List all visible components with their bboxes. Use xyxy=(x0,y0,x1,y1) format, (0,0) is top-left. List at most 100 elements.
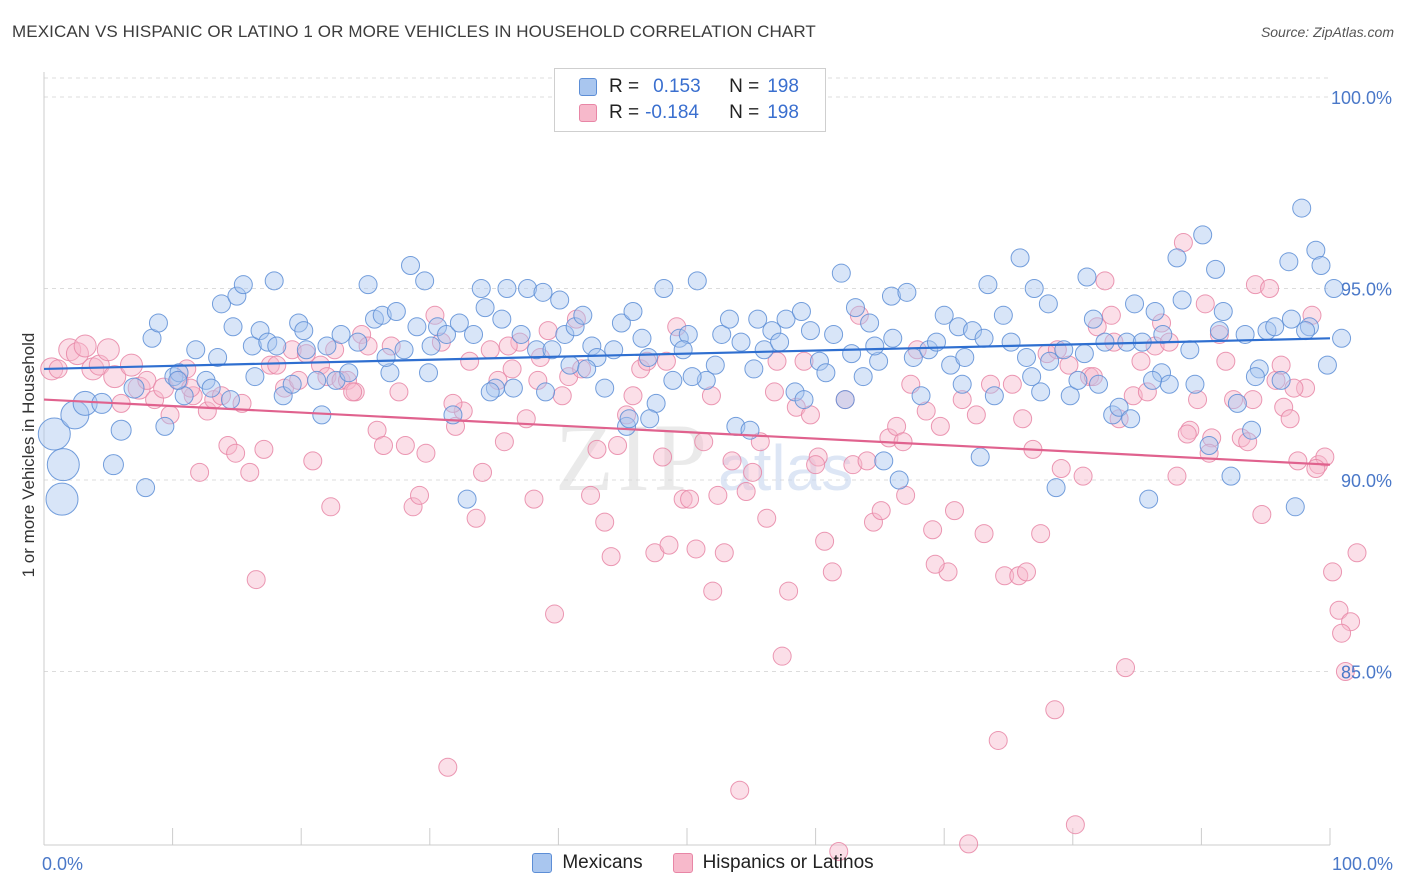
data-point xyxy=(673,340,693,360)
data-point xyxy=(865,336,885,356)
data-point xyxy=(401,256,421,276)
data-point xyxy=(1299,317,1319,337)
data-point xyxy=(475,298,495,318)
data-point xyxy=(934,305,954,325)
data-point xyxy=(659,535,679,555)
data-point xyxy=(829,842,849,862)
data-point xyxy=(264,271,284,291)
data-point xyxy=(1010,248,1030,268)
x-tick-labels: 0.0% 100.0% xyxy=(42,854,1393,874)
data-point xyxy=(708,485,728,505)
data-point xyxy=(1125,294,1145,314)
data-point xyxy=(919,340,939,360)
data-point xyxy=(201,378,221,398)
data-point xyxy=(638,347,658,367)
data-point xyxy=(473,462,493,482)
data-point xyxy=(611,313,631,333)
data-point xyxy=(372,305,392,325)
data-point xyxy=(260,355,280,375)
data-point xyxy=(703,581,723,601)
data-point xyxy=(619,409,639,429)
data-point xyxy=(974,524,994,544)
data-point xyxy=(395,436,415,456)
data-point xyxy=(800,321,820,341)
data-point xyxy=(712,324,732,344)
data-point xyxy=(443,393,463,413)
data-point xyxy=(1139,489,1159,509)
data-point xyxy=(208,347,228,367)
data-point xyxy=(1206,259,1226,279)
y-tick-label: 85.0% xyxy=(1341,663,1392,683)
data-point xyxy=(415,271,435,291)
data-point xyxy=(1143,370,1163,390)
data-point xyxy=(1245,275,1265,295)
legend-n-value: 198 xyxy=(767,102,799,123)
data-point xyxy=(656,351,676,371)
data-point xyxy=(343,382,363,402)
data-point xyxy=(1252,504,1272,524)
data-point xyxy=(45,482,79,516)
data-point xyxy=(1271,355,1291,375)
data-point xyxy=(137,370,157,390)
data-point xyxy=(779,581,799,601)
data-point xyxy=(653,447,673,467)
data-point xyxy=(816,363,836,383)
legend-label-mexicans: Mexicans xyxy=(562,852,643,873)
data-point xyxy=(1022,367,1042,387)
data-point xyxy=(321,497,341,517)
data-point xyxy=(1077,267,1097,287)
legend-n-label: N = xyxy=(729,102,760,123)
data-point xyxy=(654,279,674,298)
data-point xyxy=(533,282,553,302)
data-point xyxy=(381,336,401,356)
data-point xyxy=(601,547,621,567)
legend-swatch-mexicans xyxy=(532,853,553,873)
data-point xyxy=(1031,524,1051,544)
data-point xyxy=(1068,370,1088,390)
data-point xyxy=(962,321,982,341)
data-point xyxy=(916,401,936,421)
data-point xyxy=(1188,390,1208,410)
data-point xyxy=(331,370,351,390)
data-point xyxy=(673,489,693,509)
data-point xyxy=(1137,382,1157,402)
data-point xyxy=(1095,271,1115,291)
data-point xyxy=(1180,340,1200,360)
legend-r-label: R = xyxy=(609,76,640,97)
legend-r-label: R = xyxy=(609,102,640,123)
data-point xyxy=(1209,321,1229,341)
data-point xyxy=(1177,424,1197,444)
data-point xyxy=(883,328,903,348)
data-point xyxy=(623,386,643,406)
data-point xyxy=(978,275,998,295)
data-point xyxy=(155,416,175,436)
data-point xyxy=(1073,466,1093,486)
legend-r-value: -0.184 xyxy=(645,102,699,123)
data-point xyxy=(527,340,547,360)
data-point xyxy=(310,355,330,375)
data-point xyxy=(1324,279,1344,298)
data-point xyxy=(1265,317,1285,337)
data-point xyxy=(1159,374,1179,394)
data-point xyxy=(762,321,782,341)
data-point xyxy=(1095,332,1115,352)
chart-title: MEXICAN VS HISPANIC OR LATINO 1 OR MORE … xyxy=(12,22,816,41)
series-hispanics-points xyxy=(40,233,1367,862)
data-point xyxy=(874,451,894,471)
legend-n-label: N = xyxy=(729,76,760,97)
data-point xyxy=(419,363,439,383)
data-point xyxy=(169,363,189,383)
data-point xyxy=(687,271,707,291)
data-point xyxy=(242,336,262,356)
data-point xyxy=(331,324,351,344)
data-point xyxy=(1296,378,1316,398)
data-point xyxy=(595,512,615,532)
data-point xyxy=(572,359,592,379)
data-point xyxy=(1060,386,1080,406)
data-point xyxy=(1045,700,1065,720)
data-point xyxy=(190,462,210,482)
data-point xyxy=(686,539,706,559)
data-point xyxy=(46,448,80,482)
legend-swatch-blue xyxy=(579,78,597,96)
data-point xyxy=(317,336,337,356)
